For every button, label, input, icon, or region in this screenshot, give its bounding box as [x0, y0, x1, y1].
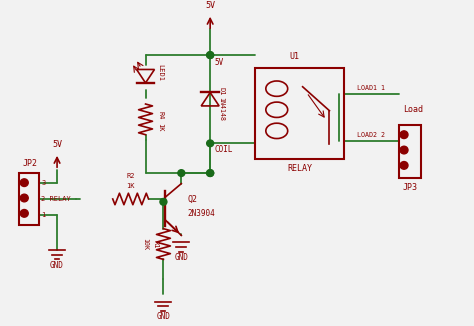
Text: R2: R2 — [127, 173, 135, 179]
Text: 2N3904: 2N3904 — [187, 209, 215, 218]
Circle shape — [207, 170, 214, 176]
Text: LOAD2 2: LOAD2 2 — [357, 132, 385, 138]
Text: 5V: 5V — [214, 58, 223, 67]
Text: GND: GND — [156, 312, 170, 321]
Text: GND: GND — [174, 253, 188, 262]
Bar — [399, 125, 421, 178]
Circle shape — [207, 140, 214, 147]
Text: JP2: JP2 — [22, 159, 37, 168]
Text: 10K: 10K — [143, 238, 148, 250]
Text: 5V: 5V — [205, 1, 215, 10]
Text: COIL: COIL — [214, 145, 233, 154]
Text: LOAD1 1: LOAD1 1 — [357, 85, 385, 91]
Text: R1: R1 — [153, 240, 158, 248]
Circle shape — [160, 199, 167, 205]
Circle shape — [20, 210, 28, 217]
Text: R4: R4 — [157, 111, 164, 120]
Text: 2 RELAY: 2 RELAY — [41, 196, 71, 202]
Bar — [19, 173, 39, 225]
Text: GND: GND — [50, 261, 64, 270]
Text: LED1: LED1 — [157, 64, 164, 81]
Text: RELAY: RELAY — [287, 164, 312, 173]
Circle shape — [207, 52, 214, 58]
Circle shape — [178, 170, 185, 176]
Circle shape — [20, 179, 28, 186]
Text: 5V: 5V — [52, 140, 62, 149]
Text: 1K: 1K — [157, 123, 164, 131]
Circle shape — [400, 146, 408, 154]
Text: 3: 3 — [41, 180, 46, 186]
Text: 1K: 1K — [127, 183, 135, 188]
Text: Load: Load — [403, 105, 423, 114]
Text: 1: 1 — [41, 212, 46, 218]
Circle shape — [207, 52, 214, 58]
Text: 1N4148: 1N4148 — [218, 97, 224, 121]
Circle shape — [207, 170, 214, 176]
Circle shape — [400, 162, 408, 169]
Text: JP3: JP3 — [402, 183, 418, 192]
Circle shape — [20, 194, 28, 202]
Text: U1: U1 — [290, 52, 300, 61]
Bar — [255, 67, 345, 159]
Text: Q2: Q2 — [187, 195, 197, 203]
Text: D1: D1 — [218, 87, 224, 96]
Circle shape — [400, 131, 408, 139]
